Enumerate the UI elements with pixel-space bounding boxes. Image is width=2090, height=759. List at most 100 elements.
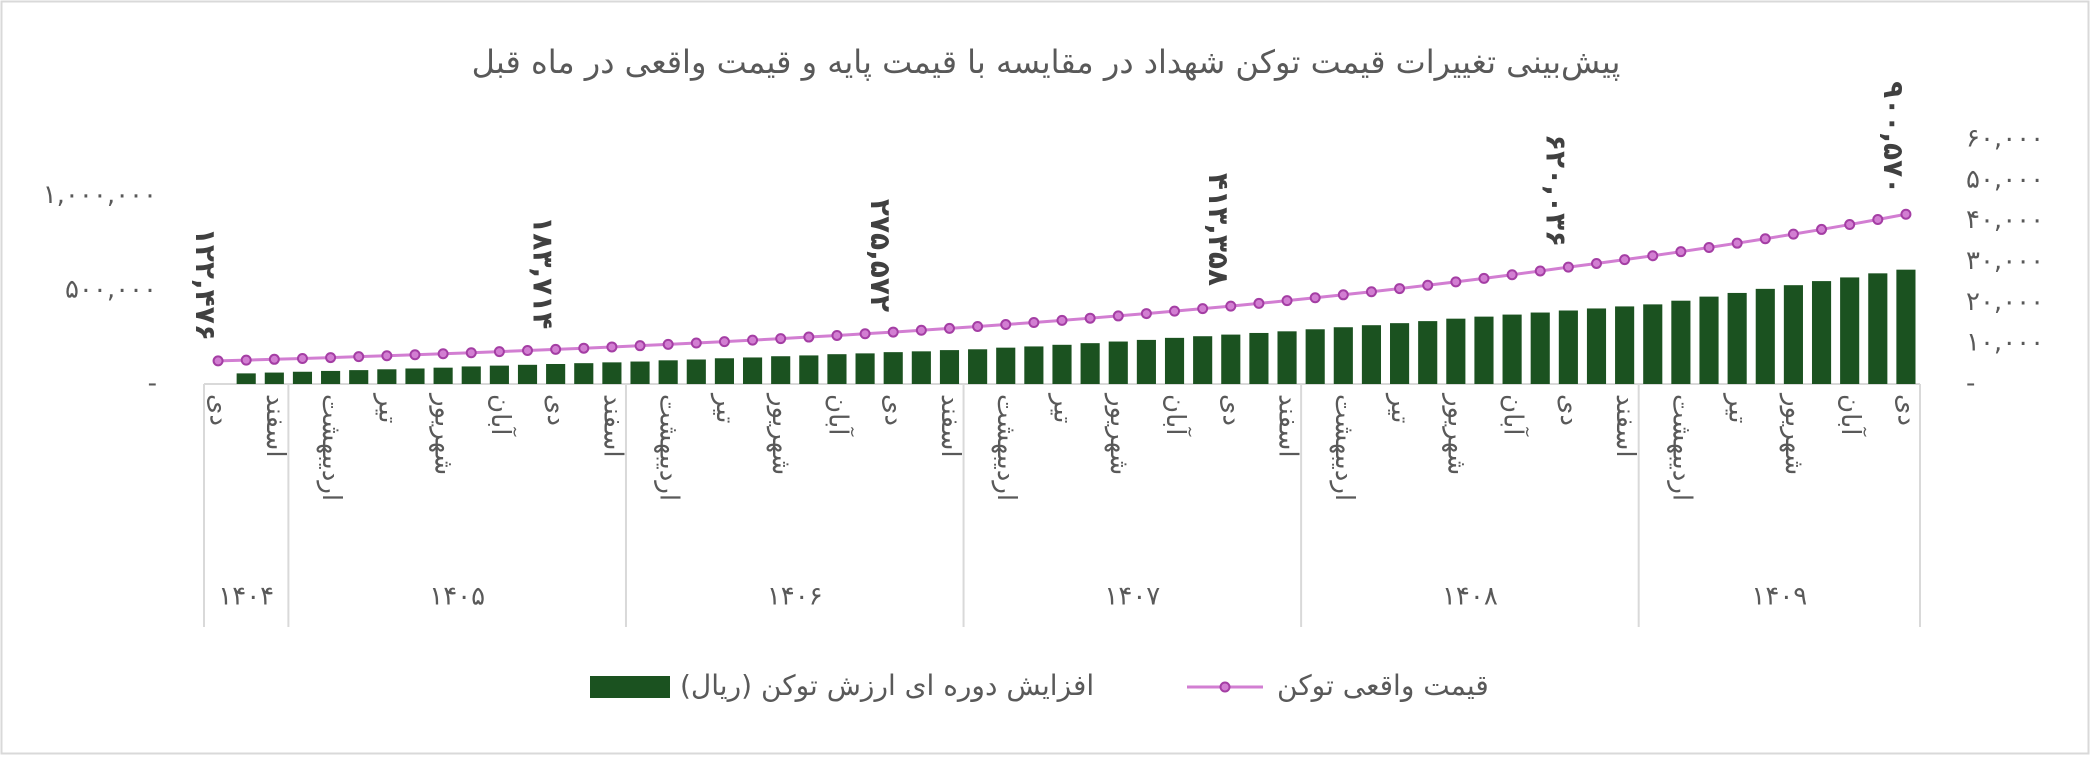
line-marker — [1619, 254, 1631, 266]
line-marker — [1309, 292, 1321, 304]
bar — [349, 370, 369, 384]
line-marker — [240, 354, 252, 366]
y2-tick-label: - — [1966, 369, 1975, 399]
bar — [321, 370, 341, 384]
data-label: ۲۷۵,۵۷۲ — [864, 199, 897, 312]
line-marker — [465, 347, 477, 359]
line-marker — [972, 321, 984, 333]
data-label: ۱۲۲,۴۷۶ — [189, 228, 222, 341]
bar — [1840, 277, 1860, 384]
legend-swatch — [590, 676, 670, 698]
line-marker — [1759, 233, 1771, 245]
bar — [292, 371, 313, 384]
bar — [1305, 329, 1325, 384]
x-tick-label: دی — [1216, 394, 1246, 426]
bar — [377, 369, 397, 384]
bar — [1418, 321, 1438, 384]
x-tick-label: آبان — [1498, 394, 1530, 437]
line-marker — [634, 340, 646, 352]
bar — [405, 368, 425, 384]
line-marker — [1112, 310, 1124, 322]
y-tick-label: ۱,۰۰۰,۰۰۰ — [43, 180, 157, 210]
x-tick-label: دی — [1554, 394, 1584, 426]
x-tick-label: شهریور — [1779, 392, 1809, 475]
bar — [1502, 314, 1522, 384]
line-marker — [1872, 213, 1884, 225]
bar — [1896, 269, 1916, 384]
y2-tick-label: ۱۰,۰۰۰ — [1966, 328, 2044, 358]
bar — [1868, 273, 1888, 384]
x-tick-label: دی — [879, 394, 909, 426]
bar — [1136, 339, 1156, 384]
bar — [968, 349, 988, 384]
x-tick-label: اسفند — [1273, 394, 1303, 458]
bar — [1052, 344, 1072, 384]
bar — [1024, 346, 1044, 384]
line-marker — [1422, 279, 1434, 291]
line-marker — [1787, 228, 1799, 240]
x-tick-label: اردیبهشت — [316, 394, 346, 501]
y2-tick-label: ۶۰,۰۰۰ — [1966, 124, 2044, 154]
line-marker — [1337, 289, 1349, 301]
line-marker — [1450, 276, 1462, 288]
line-marker — [1225, 300, 1237, 312]
line-marker — [1281, 295, 1293, 307]
bar — [1671, 300, 1691, 384]
line-marker — [943, 322, 955, 334]
line-marker — [212, 355, 224, 367]
x-tick-label: آبان — [822, 394, 854, 437]
line-marker — [296, 352, 308, 364]
bar — [1727, 292, 1747, 384]
chart-title: پیش‌بینی تغییرات قیمت توکن شهداد در مقای… — [472, 43, 1621, 81]
legend-label: قیمت واقعی توکن — [1277, 669, 1489, 702]
line-marker — [437, 348, 449, 360]
line-marker — [662, 338, 674, 350]
bar — [1080, 343, 1100, 384]
x-tick-label: تیر — [1723, 392, 1753, 423]
line-marker — [353, 351, 365, 363]
x-tick-label: آبان — [1835, 394, 1867, 437]
bar — [433, 367, 453, 384]
line-marker — [1506, 269, 1518, 281]
line-marker — [859, 328, 871, 340]
line-marker — [1197, 303, 1209, 315]
y2-tick-label: ۴۰,۰۰۰ — [1966, 205, 2044, 235]
bar — [883, 352, 903, 384]
x-group-label: ۱۴۰۵ — [429, 582, 485, 612]
bar — [602, 362, 622, 384]
x-tick-label: شهریور — [429, 392, 459, 475]
y-tick-label: - — [148, 369, 157, 399]
line-marker — [1590, 257, 1602, 269]
x-tick-label: اسفند — [597, 394, 627, 458]
bar — [1361, 325, 1382, 384]
x-tick-label: اسفند — [260, 394, 290, 458]
bar — [939, 350, 960, 384]
y2-tick-label: ۳۰,۰۰۰ — [1966, 246, 2044, 276]
bar — [1811, 281, 1832, 384]
x-tick-label: دی — [204, 394, 234, 426]
bar — [236, 373, 256, 384]
bar — [855, 353, 875, 384]
line-marker — [915, 324, 927, 336]
line-marker — [1253, 297, 1265, 309]
line-marker — [1140, 308, 1152, 320]
bar — [264, 372, 284, 384]
line-marker — [1731, 237, 1743, 249]
legend-label: افزایش دوره ای ارزش توکن (ریال) — [680, 669, 1094, 702]
x-group-label: ۱۴۰۹ — [1751, 582, 1807, 612]
x-tick-label: تیر — [372, 392, 402, 423]
line-marker — [381, 350, 393, 362]
bar — [996, 347, 1016, 384]
x-tick-label: اردیبهشت — [991, 394, 1021, 501]
bar — [1530, 312, 1550, 384]
line-marker — [831, 329, 843, 341]
line-marker — [887, 326, 899, 338]
x-tick-label: اسفند — [935, 394, 965, 458]
x-tick-label: تیر — [1048, 392, 1078, 423]
line-marker — [1028, 316, 1040, 328]
line-marker — [1844, 219, 1856, 231]
bar — [1108, 341, 1128, 384]
legend-swatch-marker — [1219, 681, 1231, 693]
bar — [1755, 288, 1775, 384]
